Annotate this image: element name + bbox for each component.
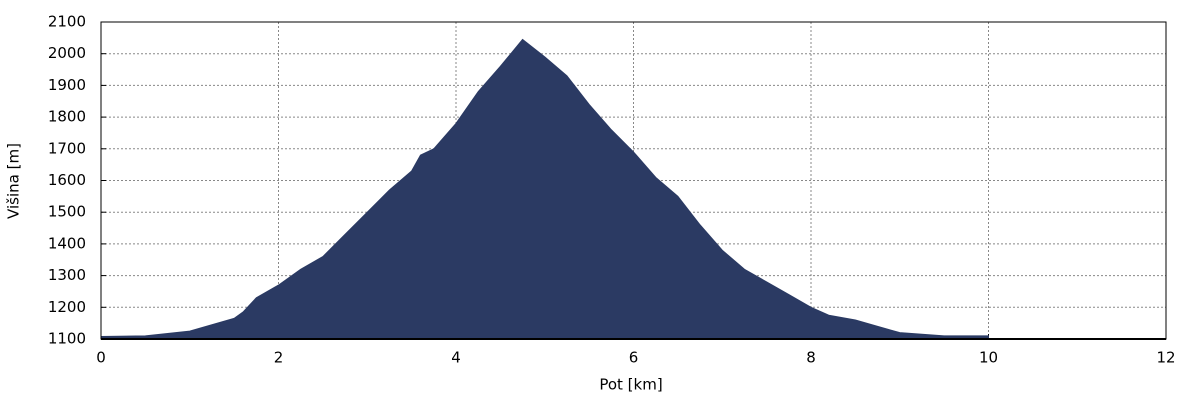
y-tick-label: 2000: [48, 44, 86, 62]
x-tick-label: 4: [451, 349, 461, 367]
y-tick-label: 1600: [48, 171, 86, 189]
y-tick-label: 1900: [48, 76, 86, 94]
x-tick-label: 10: [979, 349, 998, 367]
x-tick-label: 8: [806, 349, 816, 367]
y-axis-label: Višina [m]: [5, 143, 23, 219]
y-tick-label: 1100: [48, 330, 86, 348]
y-tick-label: 1800: [48, 108, 86, 126]
elevation-area: [100, 38, 989, 340]
x-tick-label: 6: [629, 349, 639, 367]
x-axis-label: Pot [km]: [599, 376, 662, 394]
y-tick-label: 1700: [48, 139, 86, 157]
y-tick-label: 1300: [48, 266, 86, 284]
x-tick-label: 0: [96, 349, 106, 367]
x-tick-label: 12: [1156, 349, 1175, 367]
y-tick-label: 1400: [48, 234, 86, 252]
x-tick-label: 2: [274, 349, 284, 367]
y-tick-label: 1500: [48, 203, 86, 221]
y-tick-label: 1200: [48, 298, 86, 316]
y-tick-label: 2100: [48, 13, 86, 31]
